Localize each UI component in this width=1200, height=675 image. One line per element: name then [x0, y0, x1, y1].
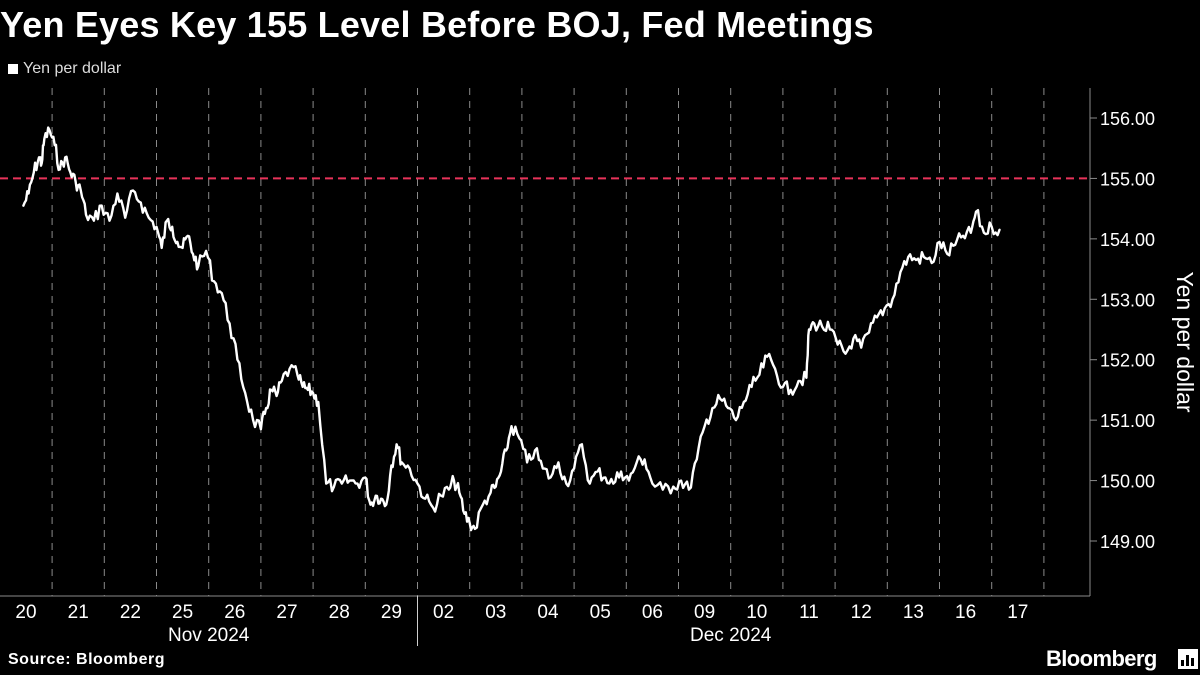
x-tick-label: 29 — [381, 602, 402, 623]
x-tick-label: 06 — [642, 602, 663, 623]
x-tick-label: 04 — [537, 602, 559, 623]
x-tick-label: 11 — [799, 602, 819, 623]
x-tick-label: 02 — [433, 602, 454, 623]
y-tick-label: 150.00 — [1100, 472, 1155, 492]
x-tick-labels: 20 21 22 25 26 27 28 29 02 03 04 05 06 09 10 11 12 13 16 17… — [15, 596, 1028, 646]
x-tick-label: 10 — [746, 602, 767, 623]
brand-logo: Bloomberg — [1046, 646, 1157, 671]
grid-lines — [51, 88, 1045, 596]
source-note: Source: Bloomberg — [8, 651, 165, 668]
chart-legend: Yen per dollar — [8, 60, 121, 78]
x-tick-label: 17 — [1007, 602, 1028, 623]
y-tick-label: 155.00 — [1100, 169, 1155, 189]
y-tick-label: 152.00 — [1100, 351, 1155, 371]
y-tick-label: 156.00 — [1100, 109, 1155, 129]
chart-title: Yen Eyes Key 155 Level Before BOJ, Fed M… — [0, 4, 874, 45]
x-tick-label: 03 — [485, 602, 506, 623]
y-axis-label: Yen per dollar — [1172, 271, 1198, 412]
x-tick-label: 28 — [329, 602, 350, 623]
x-tick-label: 12 — [851, 602, 872, 623]
bloomberg-chart-icon — [1178, 649, 1198, 669]
legend-swatch — [8, 64, 18, 74]
legend-label: Yen per dollar — [23, 60, 122, 77]
x-group-label: Dec 2024 — [690, 625, 772, 646]
y-tick-label: 149.00 — [1100, 532, 1155, 552]
y-tick-label: 153.00 — [1100, 290, 1155, 310]
y-tick-label: 154.00 — [1100, 230, 1155, 250]
series-line-yen-per-dollar — [22, 126, 1001, 532]
x-tick-label: 26 — [224, 602, 245, 623]
x-tick-label: 27 — [276, 602, 297, 623]
x-tick-label: 05 — [590, 602, 611, 623]
y-tick-labels: 149.00 150.00 151.00 152.00 153.00 154.00 155.… — [1090, 109, 1155, 552]
x-tick-label: 25 — [172, 602, 193, 623]
x-tick-label: 13 — [903, 602, 924, 623]
x-tick-label: 16 — [955, 602, 976, 623]
x-tick-label: 20 — [15, 602, 36, 623]
x-tick-label: 21 — [68, 602, 89, 623]
x-tick-label: 09 — [694, 602, 715, 623]
y-tick-label: 151.00 — [1100, 411, 1155, 431]
x-group-label: Nov 2024 — [168, 625, 250, 646]
x-tick-label: 22 — [120, 602, 141, 623]
